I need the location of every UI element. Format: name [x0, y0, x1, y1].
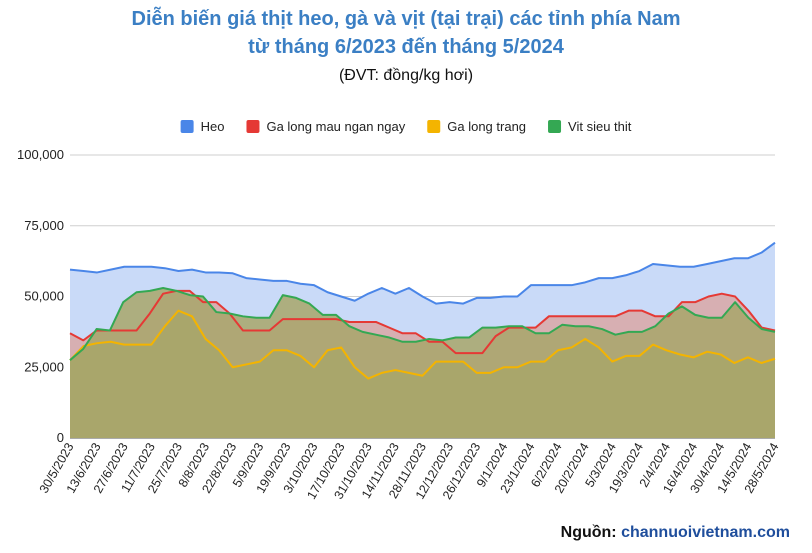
legend-swatch — [180, 120, 194, 133]
x-axis: 30/5/202313/6/202327/6/202311/7/202325/7… — [37, 440, 782, 501]
legend-label: Ga long mau ngan ngay — [266, 119, 405, 134]
chart-subtitle: (ĐVT: đồng/kg hơi) — [339, 67, 473, 84]
y-tick-label: 0 — [57, 430, 64, 445]
y-tick-label: 25,000 — [24, 359, 64, 374]
legend-swatch — [246, 120, 260, 133]
series-area-3 — [70, 288, 775, 438]
legend-label: Heo — [201, 119, 225, 134]
series-line-2 — [69, 309, 776, 380]
legend-label: Vit sieu thit — [568, 119, 632, 134]
series-line-3 — [69, 287, 776, 361]
y-tick-label: 75,000 — [24, 218, 64, 233]
y-tick-label: 100,000 — [17, 147, 64, 162]
source-credit: Nguồn: channuoivietnam.com — [561, 524, 790, 541]
legend-swatch — [427, 120, 441, 133]
chart-title: Diễn biến giá thịt heo, gà và vịt (tại t… — [132, 6, 681, 30]
y-axis: 0 25,000 50,000 75,000 100,000 — [17, 147, 64, 445]
legend-label: Ga long trang — [447, 119, 526, 134]
series-lines — [69, 241, 776, 380]
series-line-0 — [69, 241, 776, 305]
y-tick-label: 50,000 — [24, 289, 64, 304]
legend-swatch — [548, 120, 562, 133]
legend: Heo Ga long mau ngan ngay Ga long trang Vit… — [180, 119, 632, 134]
series-line-1 — [69, 289, 776, 355]
source-label: Nguồn: — [561, 524, 621, 541]
chart-title-line2: từ tháng 6/2023 đến tháng 5/2024 — [248, 36, 565, 58]
source-site: channuoivietnam.com — [621, 524, 790, 541]
